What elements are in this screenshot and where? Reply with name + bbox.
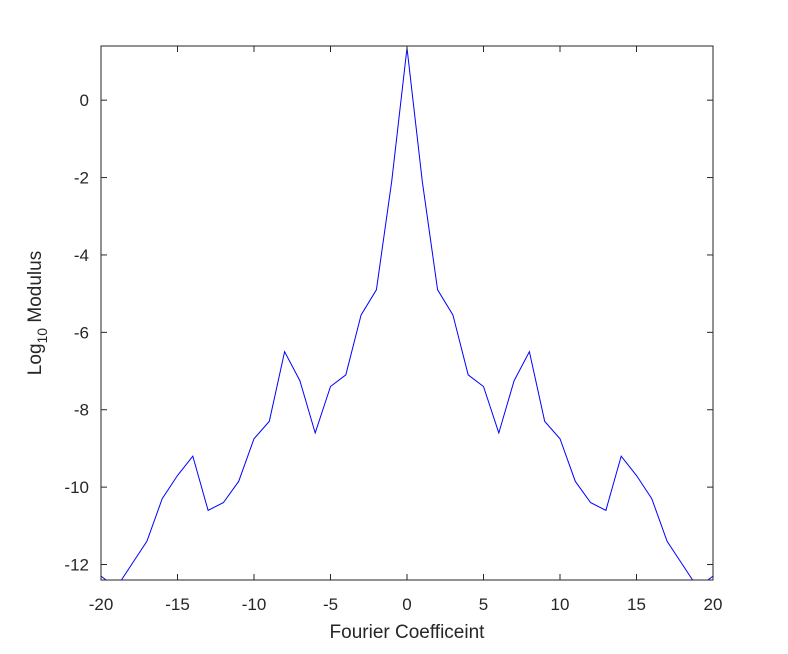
- y-tick-label: -10: [64, 478, 89, 497]
- x-tick-label: -20: [89, 595, 114, 614]
- y-axis-label-subscript: 10: [34, 328, 50, 344]
- x-axis-label: Fourier Coefficeint: [330, 622, 486, 643]
- x-tick-label: -15: [165, 595, 190, 614]
- y-axis-label-suffix: Modulus: [25, 251, 46, 328]
- plot-area: [101, 46, 713, 580]
- y-tick-label: -8: [74, 401, 89, 420]
- y-axis: -12 -10 -8 -6 -4 -2 0: [64, 91, 713, 575]
- x-axis: -20 -15 -10 -5 0 5 10 15 20: [89, 46, 723, 614]
- x-tick-label: 5: [479, 595, 488, 614]
- y-tick-label: 0: [80, 91, 89, 110]
- x-tick-label: -5: [323, 595, 338, 614]
- y-tick-label: -12: [64, 556, 89, 575]
- x-tick-label: 0: [402, 595, 411, 614]
- x-tick-label: -10: [242, 595, 267, 614]
- x-tick-label: 10: [551, 595, 570, 614]
- x-tick-label: 20: [704, 595, 723, 614]
- x-tick-label: 15: [627, 595, 646, 614]
- y-axis-label: Log10 Modulus: [25, 251, 50, 375]
- y-tick-label: -4: [74, 246, 89, 265]
- y-tick-label: -2: [74, 169, 89, 188]
- y-axis-label-prefix: Log: [25, 343, 46, 375]
- y-tick-label: -6: [74, 323, 89, 342]
